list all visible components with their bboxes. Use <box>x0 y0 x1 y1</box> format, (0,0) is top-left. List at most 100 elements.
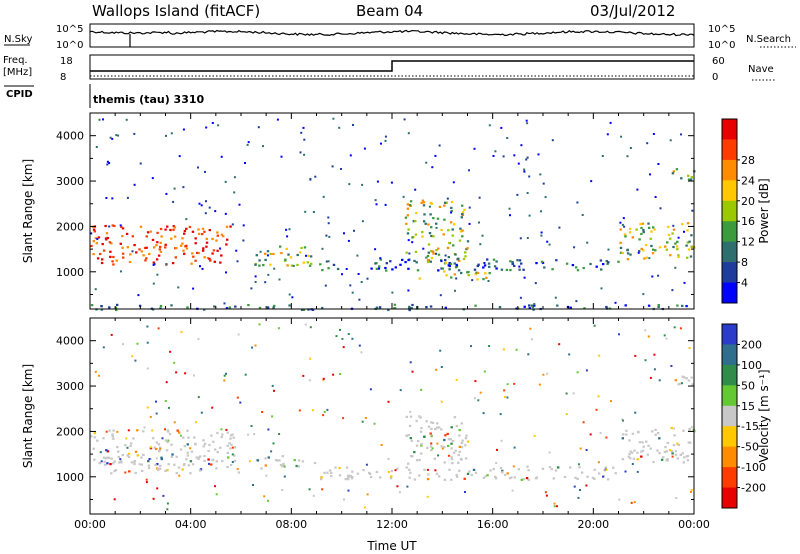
scatter-cell <box>142 430 145 433</box>
scatter-cell <box>408 476 411 479</box>
scatter-cell <box>619 241 622 244</box>
scatter-cell <box>141 469 144 472</box>
scatter-cell <box>108 306 111 309</box>
scatter-cell <box>216 231 219 234</box>
scatter-cell <box>658 379 661 382</box>
scatter-cell <box>654 433 657 436</box>
scatter-cell <box>197 338 200 341</box>
scatter-cell <box>597 461 600 464</box>
scatter-cell <box>326 471 329 474</box>
scatter-cell <box>207 449 210 453</box>
scatter-cell <box>530 304 534 307</box>
scatter-cell <box>164 228 167 231</box>
y-tick-label: 1000 <box>56 266 84 279</box>
scatter-cell <box>528 175 531 178</box>
scatter-cell <box>576 201 579 204</box>
scatter-cell <box>237 471 241 474</box>
scatter-cell <box>133 459 136 463</box>
scatter-cell <box>553 505 556 508</box>
scatter-cell <box>174 256 177 259</box>
scatter-cell <box>185 227 188 230</box>
scatter-cell <box>683 376 686 379</box>
scatter-cell <box>360 281 363 283</box>
scatter-cell <box>90 435 93 438</box>
scatter-cell <box>293 459 296 462</box>
scatter-cell <box>262 145 264 148</box>
scatter-cell <box>526 122 529 125</box>
scatter-cell <box>554 469 558 472</box>
scatter-cell <box>440 267 443 270</box>
scatter-cell <box>288 293 291 296</box>
scatter-cell <box>106 160 109 163</box>
scatter-cell <box>640 450 643 453</box>
scatter-cell <box>129 444 132 448</box>
scatter-cell <box>526 465 529 468</box>
scatter-cell <box>131 355 134 358</box>
scatter-cell <box>224 212 227 215</box>
scatter-cell <box>642 231 645 234</box>
scatter-cell <box>533 304 536 307</box>
scatter-cell <box>105 449 108 452</box>
scatter-cell <box>186 443 189 446</box>
scatter-cell <box>648 257 651 260</box>
velocity-colorbar-label: Velocity [m s⁻¹] <box>757 369 771 462</box>
scatter-cell <box>258 306 262 309</box>
scatter-cell <box>273 267 276 270</box>
scatter-cell <box>544 196 547 199</box>
scatter-cell <box>409 471 412 474</box>
scatter-cell <box>548 466 552 469</box>
scatter-cell <box>656 432 660 435</box>
scatter-cell <box>342 346 345 349</box>
scatter-cell <box>170 304 173 307</box>
scatter-cell <box>149 230 153 233</box>
scatter-cell <box>447 438 451 441</box>
scatter-cell <box>308 264 312 267</box>
scatter-cell <box>601 155 604 157</box>
scatter-cell <box>582 421 585 424</box>
scatter-cell <box>435 249 438 252</box>
scatter-cell <box>540 260 544 263</box>
freq-tick-bottom: 8 <box>60 72 66 83</box>
scatter-cell <box>166 440 169 443</box>
scatter-cell <box>518 259 522 262</box>
scatter-cell <box>435 426 439 429</box>
scatter-cell <box>577 463 580 466</box>
scatter-cell <box>196 251 199 254</box>
scatter-cell <box>492 468 495 471</box>
scatter-cell <box>457 461 460 464</box>
scatter-cell <box>461 229 464 232</box>
colorbar-tick-label: -15 <box>741 420 759 433</box>
scatter-cell <box>364 417 367 419</box>
scatter-cell <box>519 237 522 240</box>
scatter-cell <box>221 459 224 463</box>
scatter-cell <box>443 270 446 273</box>
scatter-cell <box>120 270 122 273</box>
scatter-cell <box>590 180 593 183</box>
scatter-cell <box>109 136 112 139</box>
scatter-cell <box>309 357 312 360</box>
scatter-cell <box>540 210 542 213</box>
scatter-cell <box>657 304 660 307</box>
scatter-cell <box>121 252 125 255</box>
scatter-cell <box>299 151 302 154</box>
scatter-cell <box>630 501 633 504</box>
scatter-cell <box>286 264 289 267</box>
colorbar-tick-label: 16 <box>741 215 755 228</box>
scatter-cell <box>246 143 249 146</box>
scatter-cell <box>458 259 461 262</box>
scatter-cell <box>282 462 285 466</box>
scatter-cell <box>217 124 220 127</box>
scatter-cell <box>379 476 382 479</box>
scatter-cell <box>641 222 645 225</box>
scatter-cell <box>455 265 459 268</box>
scatter-cell <box>679 327 682 330</box>
scatter-cell <box>120 225 123 228</box>
scatter-cell <box>408 305 411 308</box>
scatter-cell <box>627 455 630 458</box>
scatter-cell <box>236 396 239 399</box>
velocity-frame <box>89 317 695 515</box>
scatter-cell <box>112 255 115 259</box>
scatter-cell <box>523 168 526 171</box>
scatter-cell <box>296 263 299 266</box>
scatter-cell <box>518 268 521 271</box>
